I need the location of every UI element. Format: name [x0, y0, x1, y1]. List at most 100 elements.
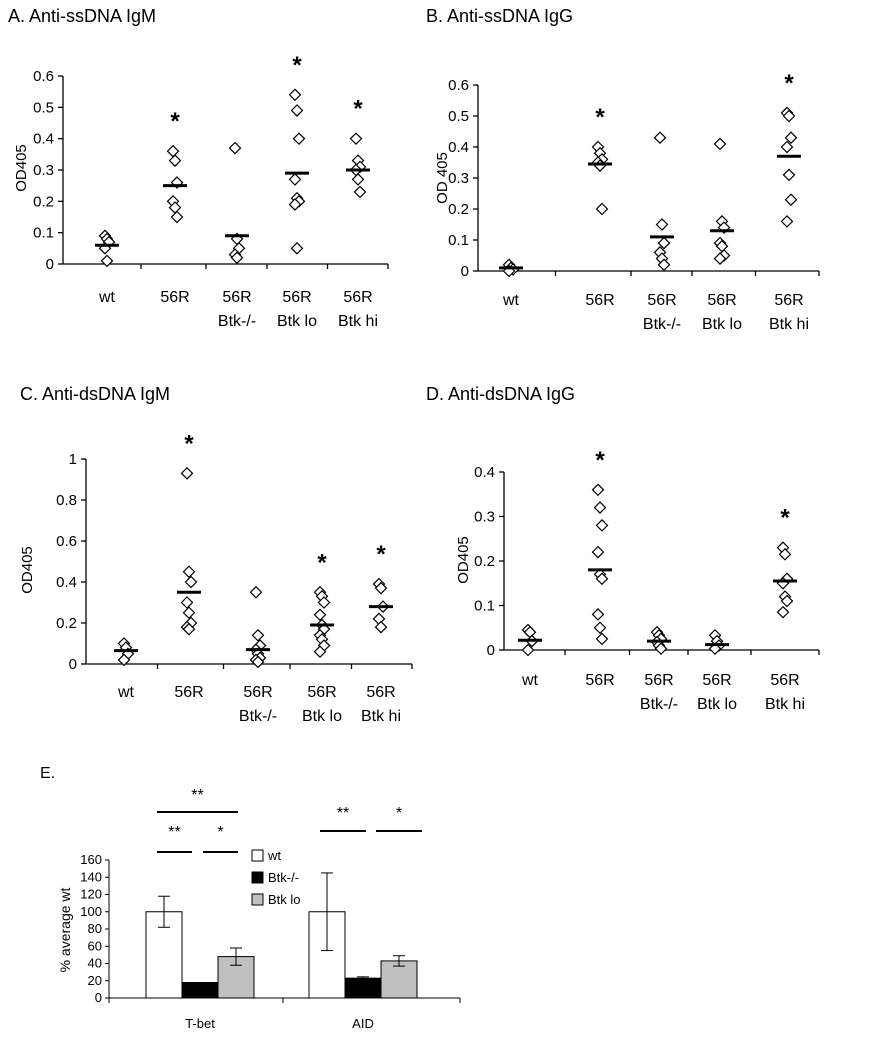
panel-b-y-tick-label: 0.2	[448, 201, 469, 218]
panel-a-data-point	[292, 132, 306, 146]
panel-c-data-point	[117, 653, 131, 667]
panel-b-y-tick-label: 0.6	[448, 77, 469, 94]
panel-b-data-point	[784, 131, 798, 145]
panel-a-significance-star: *	[292, 52, 302, 79]
panel-e-significance-label: *	[217, 824, 223, 841]
panel-c-data-point	[251, 628, 265, 642]
panel-c-category-label: Btk lo	[302, 708, 342, 725]
panel-d-y-tick-label: 0	[487, 642, 495, 659]
panel-b-category-label: 56R	[585, 292, 614, 309]
panel-c-y-tick-label: 0	[69, 656, 77, 673]
panel-a-data-point	[230, 251, 244, 265]
panel-b-y-tick-label: 0	[461, 263, 469, 280]
panel-a-data-point	[290, 241, 304, 255]
panel-b-data-point	[713, 252, 727, 265]
panel-e-title: E.	[40, 765, 55, 782]
panel-a-y-tick-label: 0.6	[33, 68, 54, 85]
panel-b-category-label: 56R	[774, 292, 803, 309]
panel-c-data-point	[182, 622, 196, 636]
panel-c-category-label: Btk-/-	[239, 708, 277, 725]
panel-d-data-point	[521, 643, 535, 657]
panel-e-legend-label: Btk lo	[268, 892, 301, 907]
panel-c-data-point	[313, 608, 327, 622]
panel-c-anti-dsdna-igm: C. Anti-dsDNA IgM OD405 0 0.2 0.4 0.6 0.8 1 wt…	[19, 384, 413, 725]
panel-c-category-label: 56R	[307, 684, 336, 701]
panel-c-data-point	[251, 655, 265, 669]
panel-d-category-label: Btk hi	[765, 696, 805, 713]
panel-a-data-point	[166, 144, 180, 158]
panel-a-data-point	[170, 210, 184, 224]
panel-b-anti-ssdna-igg: B. Anti-ssDNA IgG OD 405 0 0.1 0.2 0.3 0.4 0.…	[426, 6, 820, 333]
panel-e-legend-label: Btk-/-	[268, 870, 299, 885]
panel-c-category-label: wt	[117, 684, 135, 701]
panel-d-category-label: wt	[521, 672, 539, 689]
panel-b-data-point	[653, 131, 667, 145]
panel-d-data-point	[593, 501, 607, 514]
panel-e-y-tick-label: 160	[80, 852, 102, 867]
panel-a-data-point	[353, 185, 367, 199]
panel-e-y-tick-label: 120	[80, 887, 102, 902]
panel-d-title: D. Anti-dsDNA IgG	[426, 384, 575, 404]
panel-b-title: B. Anti-ssDNA IgG	[426, 6, 573, 26]
panel-c-data-point	[374, 581, 388, 595]
panel-e-y-tick-label: 20	[88, 973, 102, 988]
panel-a-y-tick-label: 0.5	[33, 99, 54, 116]
panel-c-data-point	[317, 596, 331, 609]
panel-e-y-tick-label: 80	[88, 921, 102, 936]
panel-a-title: A. Anti-ssDNA IgM	[8, 6, 156, 26]
panel-a-y-tick-label: 0	[46, 256, 54, 273]
panel-c-significance-star: *	[184, 430, 194, 457]
panel-d-category-label: 56R	[644, 672, 673, 689]
panel-c-significance-star: *	[376, 541, 386, 568]
panel-b-data-point	[657, 258, 671, 272]
panel-a-y-tick-label: 0.4	[33, 131, 54, 148]
panel-c-data-point	[180, 467, 194, 480]
panel-e-category-label: T-bet	[185, 1016, 215, 1031]
panel-b-category-label: 56R	[647, 292, 676, 309]
panel-b-category-label: Btk hi	[769, 316, 809, 333]
panel-c-y-tick-label: 0.4	[56, 574, 77, 591]
panel-a-data-point	[349, 132, 363, 146]
panel-c-category-label: 56R	[243, 684, 272, 701]
panel-b-data-point	[713, 137, 727, 151]
panel-e-legend-label: wt	[267, 848, 281, 863]
panel-a-category-label: wt	[98, 289, 116, 306]
panel-c-category-label: 56R	[174, 684, 203, 701]
panel-d-category-label: Btk-/-	[640, 696, 678, 713]
panel-c-data-point	[184, 575, 198, 589]
panel-c-y-tick-label: 0.2	[56, 615, 77, 632]
panel-d-category-label: Btk lo	[697, 696, 737, 713]
panel-c-y-tick-label: 0.8	[56, 492, 77, 509]
panel-b-category-label: Btk lo	[702, 316, 742, 333]
panel-d-y-tick-label: 0.3	[474, 509, 495, 526]
panel-b-y-tick-label: 0.4	[448, 139, 469, 156]
panel-b-y-tick-label: 0.5	[448, 108, 469, 125]
panel-a-y-tick-label: 0.3	[33, 162, 54, 179]
panel-e-bar	[181, 981, 219, 999]
panel-e-bar	[344, 977, 382, 999]
panel-a-category-label: Btk-/-	[218, 313, 256, 330]
panel-c-significance-star: *	[317, 549, 327, 576]
panel-c-title: C. Anti-dsDNA IgM	[20, 384, 170, 404]
panel-d-category-label: 56R	[585, 672, 614, 689]
panel-b-y-tick-label: 0.1	[448, 232, 469, 249]
panel-c-data-point	[313, 645, 327, 659]
panel-d-data-point	[776, 605, 790, 619]
panel-d-data-point	[591, 608, 605, 621]
panel-b-category-label: 56R	[707, 292, 736, 309]
panel-b-category-label: wt	[502, 292, 520, 309]
panel-e-significance-label: *	[396, 805, 402, 822]
panel-d-ylabel: OD405	[455, 536, 472, 584]
panel-d-y-tick-label: 0.1	[474, 598, 495, 615]
panel-d-significance-star: *	[595, 447, 605, 474]
panel-e-ylabel: % average wt	[57, 887, 73, 972]
panel-a-data-point	[290, 104, 304, 117]
panel-a-category-label: 56R	[282, 289, 311, 306]
panel-d-y-tick-label: 0.2	[474, 553, 495, 570]
panel-a-category-label: Btk hi	[338, 313, 378, 330]
panel-b-data-point	[784, 193, 798, 207]
panel-a-data-point	[288, 173, 302, 186]
panel-d-data-point	[595, 519, 609, 532]
panel-d-data-point	[654, 642, 668, 656]
panel-a-y-tick-label: 0.2	[33, 193, 54, 210]
